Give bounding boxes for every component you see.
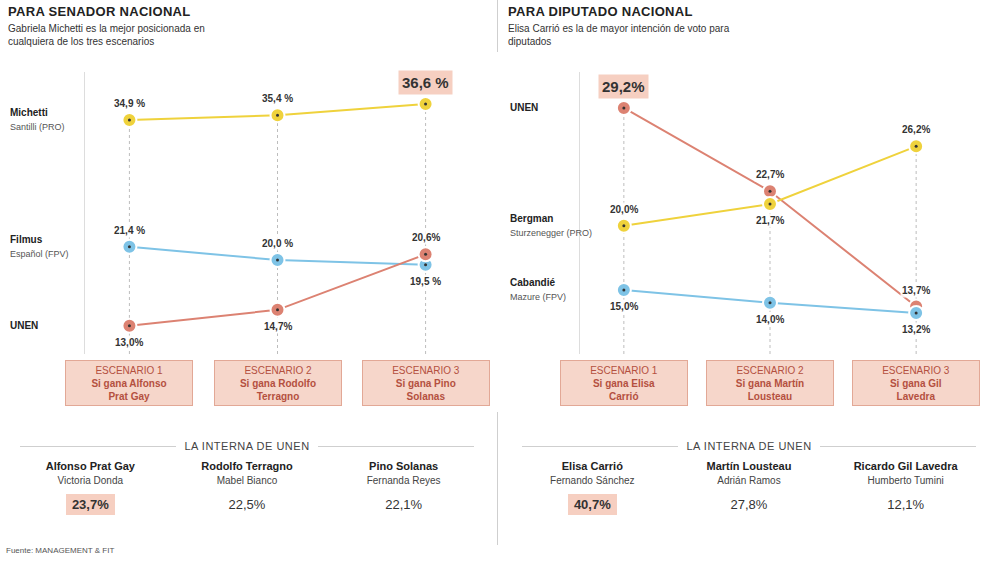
svg-text:Sturzenegger (PRO): Sturzenegger (PRO) [510, 228, 592, 238]
html-text:Victoria Donda: Victoria Donda [57, 475, 123, 486]
html-text:PARA DIPUTADO NACIONAL: PARA DIPUTADO NACIONAL [508, 4, 693, 19]
html-text:12,1%: 12,1% [887, 497, 925, 512]
html-text:Alfonso Prat Gay: Alfonso Prat Gay [45, 460, 135, 472]
svg-text:21,7%: 21,7% [756, 215, 784, 226]
svg-text:Español (FPV): Español (FPV) [10, 249, 69, 259]
html-text:Adrián Ramos: Adrián Ramos [717, 475, 781, 486]
svg-text:20,0%: 20,0% [610, 204, 638, 215]
svg-text:Bergman: Bergman [510, 213, 553, 224]
svg-text:ESCENARIO 2Si gana MartínLoust: ESCENARIO 2Si gana MartínLousteau [736, 365, 804, 402]
html-text:Mabel Bianco: Mabel Bianco [216, 475, 278, 486]
svg-text:UNEN: UNEN [510, 102, 538, 113]
html-text:Elisa Carrió es la de mayor in: Elisa Carrió es la de mayor intención de… [508, 23, 730, 47]
html-text:Rodolfo Terragno: Rodolfo Terragno [201, 460, 293, 472]
html-text:Gabriela Michetti es la mejor: Gabriela Michetti es la mejor posicionad… [8, 23, 205, 47]
svg-text:Michetti: Michetti [10, 107, 48, 118]
svg-text:35,4 %: 35,4 % [262, 93, 293, 104]
html-text:Elisa Carrió: Elisa Carrió [561, 460, 623, 472]
html-text:Ricardo Gil Lavedra: Ricardo Gil Lavedra [853, 460, 958, 472]
svg-text:20,6%: 20,6% [412, 232, 440, 243]
svg-text:Cabandié: Cabandié [510, 277, 555, 288]
html-text:22,5%: 22,5% [228, 497, 266, 512]
html-text:Fuente: MANAGEMENT & FIT: Fuente: MANAGEMENT & FIT [6, 546, 115, 555]
html-text:27,8%: 27,8% [730, 497, 768, 512]
svg-text:ESCENARIO 3Si gana PinoSolanas: ESCENARIO 3Si gana PinoSolanas [392, 365, 460, 402]
html-text:LA INTERNA DE UNEN: LA INTERNA DE UNEN [184, 440, 310, 452]
svg-text:26,2%: 26,2% [902, 124, 930, 135]
html-text:Humberto Tumini: Humberto Tumini [867, 475, 944, 486]
svg-text:13,2%: 13,2% [902, 324, 930, 335]
svg-text:14,7%: 14,7% [264, 321, 292, 332]
svg-text:ESCENARIO 1Si gana AlfonsoPrat: ESCENARIO 1Si gana AlfonsoPrat Gay [91, 365, 166, 402]
svg-text:14,0%: 14,0% [756, 314, 784, 325]
svg-text:Santilli (PRO): Santilli (PRO) [10, 122, 65, 132]
svg-text:UNEN: UNEN [10, 320, 38, 331]
svg-text:Filmus: Filmus [10, 234, 43, 245]
svg-text:21,4 %: 21,4 % [114, 225, 145, 236]
svg-text:36,6 %: 36,6 % [402, 74, 449, 91]
svg-text:ESCENARIO 2Si gana RodolfoTerr: ESCENARIO 2Si gana RodolfoTerragno [240, 365, 316, 402]
html-text:23,7%: 23,7% [71, 497, 109, 512]
html-text:PARA SENADOR NACIONAL: PARA SENADOR NACIONAL [8, 4, 191, 19]
svg-text:34,9 %: 34,9 % [114, 98, 145, 109]
html-text:Martín Lousteau: Martín Lousteau [706, 460, 792, 472]
svg-text:13,0%: 13,0% [115, 337, 143, 348]
html-text:LA INTERNA DE UNEN: LA INTERNA DE UNEN [686, 440, 812, 452]
svg-text:ESCENARIO 3Si gana GilLavedra: ESCENARIO 3Si gana GilLavedra [882, 365, 950, 402]
svg-text:Mazure (FPV): Mazure (FPV) [510, 292, 566, 302]
svg-text:13,7%: 13,7% [902, 285, 930, 296]
html-text:Fernanda Reyes: Fernanda Reyes [366, 475, 441, 486]
svg-text:19,5 %: 19,5 % [410, 276, 441, 287]
svg-text:ESCENARIO 1Si gana ElisaCarrió: ESCENARIO 1Si gana ElisaCarrió [590, 365, 658, 402]
html-text:Fernando Sánchez: Fernando Sánchez [550, 475, 635, 486]
svg-text:15,0%: 15,0% [610, 301, 638, 312]
html-text:40,7%: 40,7% [573, 497, 611, 512]
html-text:Pino Solanas: Pino Solanas [369, 460, 439, 472]
svg-text:22,7%: 22,7% [756, 169, 784, 180]
html-text:22,1%: 22,1% [385, 497, 423, 512]
svg-text:29,2%: 29,2% [602, 78, 645, 95]
svg-text:20,0 %: 20,0 % [262, 238, 293, 249]
